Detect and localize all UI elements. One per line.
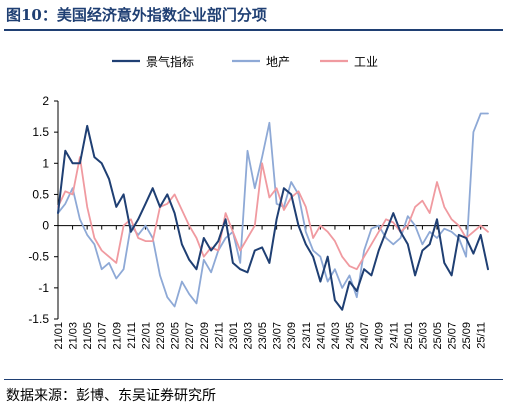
x-tick-label: 21/01 (53, 322, 65, 350)
y-tick-label: -0.5 (28, 250, 49, 264)
x-tick-label: 24/01 (315, 322, 327, 350)
x-tick-label: 21/03 (68, 322, 80, 350)
x-tick-label: 23/11 (301, 322, 313, 349)
x-tick-label: 23/09 (286, 322, 298, 350)
x-tick-label: 24/05 (345, 322, 357, 350)
x-tick-label: 25/03 (417, 322, 429, 350)
y-tick-label: 0 (42, 219, 49, 233)
legend-label: 景气指标 (146, 54, 194, 69)
legend-label: 工业 (354, 55, 378, 69)
x-tick-label: 23/05 (257, 322, 269, 350)
chart-legend: 景气指标 地产 工业 (112, 54, 378, 69)
y-tick-label: 1.5 (32, 125, 49, 139)
x-tick-label: 25/05 (432, 322, 444, 350)
x-tick-label: 23/01 (228, 322, 240, 350)
source-divider (4, 379, 503, 380)
x-tick-label: 22/05 (170, 322, 182, 350)
x-tick-label: 25/01 (403, 322, 415, 350)
x-tick-label: 23/03 (242, 322, 254, 350)
series-line-0 (57, 124, 489, 311)
x-tick-label: 25/09 (461, 322, 473, 350)
x-tick-label: 24/03 (330, 322, 342, 350)
x-tick-label: 25/11 (476, 322, 488, 349)
x-tick-label: 21/11 (126, 322, 138, 349)
title-divider (4, 29, 503, 31)
figure-title: 图10：美国经济意外指数企业部门分项 (6, 6, 267, 24)
x-tick-label: 22/07 (184, 322, 196, 350)
x-tick-label: 25/07 (447, 322, 459, 350)
y-tick-label: -1 (38, 281, 49, 295)
y-tick-label: 2 (42, 94, 49, 108)
x-tick-label: 22/01 (140, 322, 152, 350)
x-tick-label: 21/07 (97, 322, 109, 350)
x-tick-label: 23/07 (272, 322, 284, 350)
legend-label: 地产 (266, 55, 290, 69)
figure-source: 数据来源：彭博、东吴证券研究所 (6, 388, 216, 404)
y-tick-label: 1 (42, 156, 49, 170)
x-tick-label: 24/11 (388, 322, 400, 349)
series-line-1 (57, 112, 489, 308)
series-line-2 (57, 156, 489, 271)
x-tick-label: 24/07 (359, 322, 371, 350)
chart-series (57, 112, 489, 311)
x-tick-label: 21/09 (111, 322, 123, 350)
x-tick-label: 24/09 (374, 322, 386, 350)
x-tick-label: 21/05 (82, 322, 94, 350)
x-tick-label: 22/09 (199, 322, 211, 350)
x-tick-label: 22/03 (155, 322, 167, 350)
x-tick-label: 22/11 (213, 322, 225, 349)
y-tick-label: 0.5 (32, 187, 49, 201)
y-tick-label: -1.5 (28, 312, 49, 326)
